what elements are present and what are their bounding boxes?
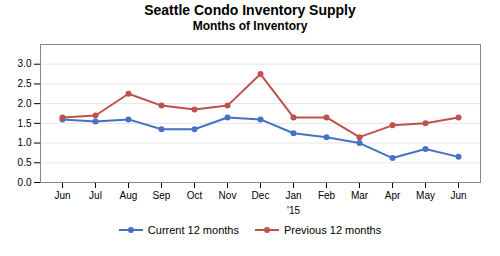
html-text:Previous 12 months: Previous 12 months — [283, 224, 382, 236]
svg-text:Jun: Jun — [450, 190, 466, 201]
svg-text:1.5: 1.5 — [18, 118, 32, 129]
html-text:Months of Inventory: Months of Inventory — [192, 19, 308, 33]
svg-text:3.0: 3.0 — [18, 58, 32, 69]
svg-text:Jun: Jun — [54, 190, 70, 201]
html-text:Seattle Condo Inventory Supply: Seattle Condo Inventory Supply — [144, 2, 356, 18]
svg-text:2.0: 2.0 — [18, 98, 32, 109]
svg-text:Apr: Apr — [385, 190, 401, 201]
svg-text:'15: '15 — [287, 205, 300, 216]
svg-text:Dec: Dec — [252, 190, 270, 201]
svg-text:Aug: Aug — [120, 190, 138, 201]
svg-text:Mar: Mar — [351, 190, 369, 201]
svg-text:2.5: 2.5 — [18, 78, 32, 89]
svg-text:0.0: 0.0 — [18, 177, 32, 188]
svg-text:Nov: Nov — [219, 190, 237, 201]
svg-text:Oct: Oct — [187, 190, 203, 201]
html-text:Current 12 months: Current 12 months — [147, 224, 239, 236]
svg-text:Sep: Sep — [153, 190, 171, 201]
svg-text:1.0: 1.0 — [18, 137, 32, 148]
svg-text:Jan: Jan — [285, 190, 301, 201]
svg-text:Jul: Jul — [89, 190, 102, 201]
svg-text:Feb: Feb — [318, 190, 336, 201]
svg-text:May: May — [416, 190, 435, 201]
svg-text:0.5: 0.5 — [18, 157, 32, 168]
